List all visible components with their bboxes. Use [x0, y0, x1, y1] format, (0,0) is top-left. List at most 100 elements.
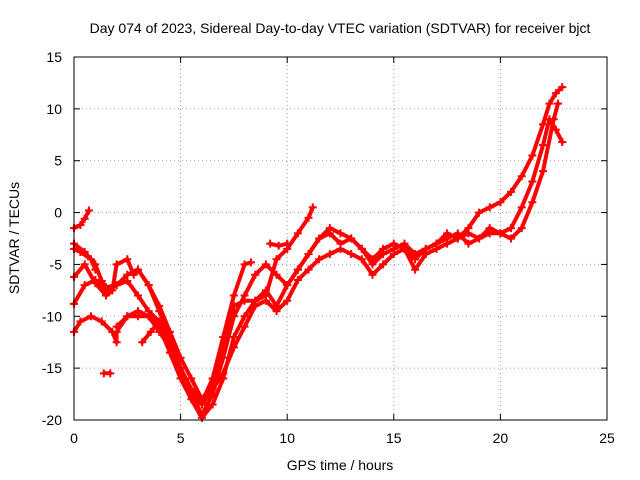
series-point	[101, 286, 110, 295]
series-group	[70, 83, 567, 422]
series-point	[80, 281, 89, 290]
series-point	[283, 296, 292, 305]
series-point	[485, 224, 494, 233]
series-point	[357, 255, 366, 264]
x-tick-label: 25	[599, 430, 615, 446]
series-point	[251, 301, 260, 310]
series-point	[219, 369, 228, 378]
series-point	[308, 203, 317, 212]
series-point	[411, 250, 420, 259]
series-point	[507, 187, 516, 196]
series-point	[357, 244, 366, 253]
series-point	[112, 260, 121, 269]
series-point	[347, 234, 356, 243]
series-point	[304, 250, 313, 259]
series-point	[517, 172, 526, 181]
series-point	[187, 390, 196, 399]
y-tick-label: -10	[42, 308, 62, 324]
y-tick-label: -15	[42, 360, 62, 376]
series-point	[400, 244, 409, 253]
x-tick-label: 20	[493, 430, 509, 446]
series-point	[539, 120, 548, 129]
series-point	[336, 244, 345, 253]
y-tick-label: 15	[46, 49, 62, 65]
y-tick-label: -20	[42, 412, 62, 428]
series-point	[325, 250, 334, 259]
y-axis-label: SDTVAR / TECUs	[6, 182, 22, 294]
series-point	[549, 115, 558, 124]
series-point	[229, 301, 238, 310]
series-point	[379, 260, 388, 269]
series-point	[80, 214, 89, 223]
series-point	[133, 265, 142, 274]
chart-title: Day 074 of 2023, Sidereal Day-to-day VTE…	[90, 20, 591, 36]
series-point	[368, 270, 377, 279]
series-point	[304, 265, 313, 274]
series-point	[261, 296, 270, 305]
series-point	[155, 307, 164, 316]
series-point	[123, 312, 132, 321]
series-point	[266, 239, 275, 248]
y-tick-label: -5	[50, 256, 63, 272]
series-point	[123, 255, 132, 264]
series-point	[197, 413, 206, 422]
series-point	[283, 239, 292, 248]
series-point	[229, 333, 238, 342]
series-point	[545, 99, 554, 108]
y-tick-label: 10	[46, 101, 62, 117]
series-point	[389, 250, 398, 259]
series-point	[539, 141, 548, 150]
series-point	[272, 270, 281, 279]
series-point	[558, 138, 567, 147]
series-point	[274, 241, 283, 250]
series-point	[208, 400, 217, 409]
tick-labels: 0 5 10 15 20 25 -20 -15 -10 -5 0 5 10 15	[42, 49, 615, 446]
series-point	[558, 83, 567, 92]
x-tick-label: 15	[386, 430, 402, 446]
series-point	[87, 312, 96, 321]
series-point	[112, 322, 121, 331]
series-point	[197, 400, 206, 409]
series-point	[432, 244, 441, 253]
series-point	[240, 322, 249, 331]
series-point	[261, 260, 270, 269]
series-point	[146, 327, 155, 336]
series-point	[485, 203, 494, 212]
series-point	[106, 369, 115, 378]
series-point	[240, 260, 249, 269]
series-point	[315, 234, 324, 243]
series-point	[517, 203, 526, 212]
series-point	[144, 312, 153, 321]
series-point	[91, 265, 100, 274]
series-point	[133, 312, 142, 321]
series-point	[91, 275, 100, 284]
series-point	[443, 239, 452, 248]
series-point	[528, 198, 537, 207]
series-point	[347, 250, 356, 259]
series-point	[219, 353, 228, 362]
series-point	[229, 312, 238, 321]
series-point	[293, 229, 302, 238]
series-point	[112, 281, 121, 290]
series-point	[283, 281, 292, 290]
series-point	[368, 260, 377, 269]
series-point	[421, 250, 430, 259]
series-point	[76, 221, 85, 230]
series-point	[97, 317, 106, 326]
series-point	[464, 239, 473, 248]
series-point	[76, 247, 85, 256]
series-point	[187, 374, 196, 383]
series-point	[208, 384, 217, 393]
series-point	[507, 234, 516, 243]
series-point	[76, 317, 85, 326]
y-tick-label: 0	[54, 205, 62, 221]
series-point	[144, 281, 153, 290]
series-point	[155, 327, 164, 336]
series-point	[293, 275, 302, 284]
series-point	[507, 224, 516, 233]
series-point	[87, 255, 96, 264]
series-point	[155, 317, 164, 326]
series-point	[112, 338, 121, 347]
plot-frame	[73, 56, 608, 421]
